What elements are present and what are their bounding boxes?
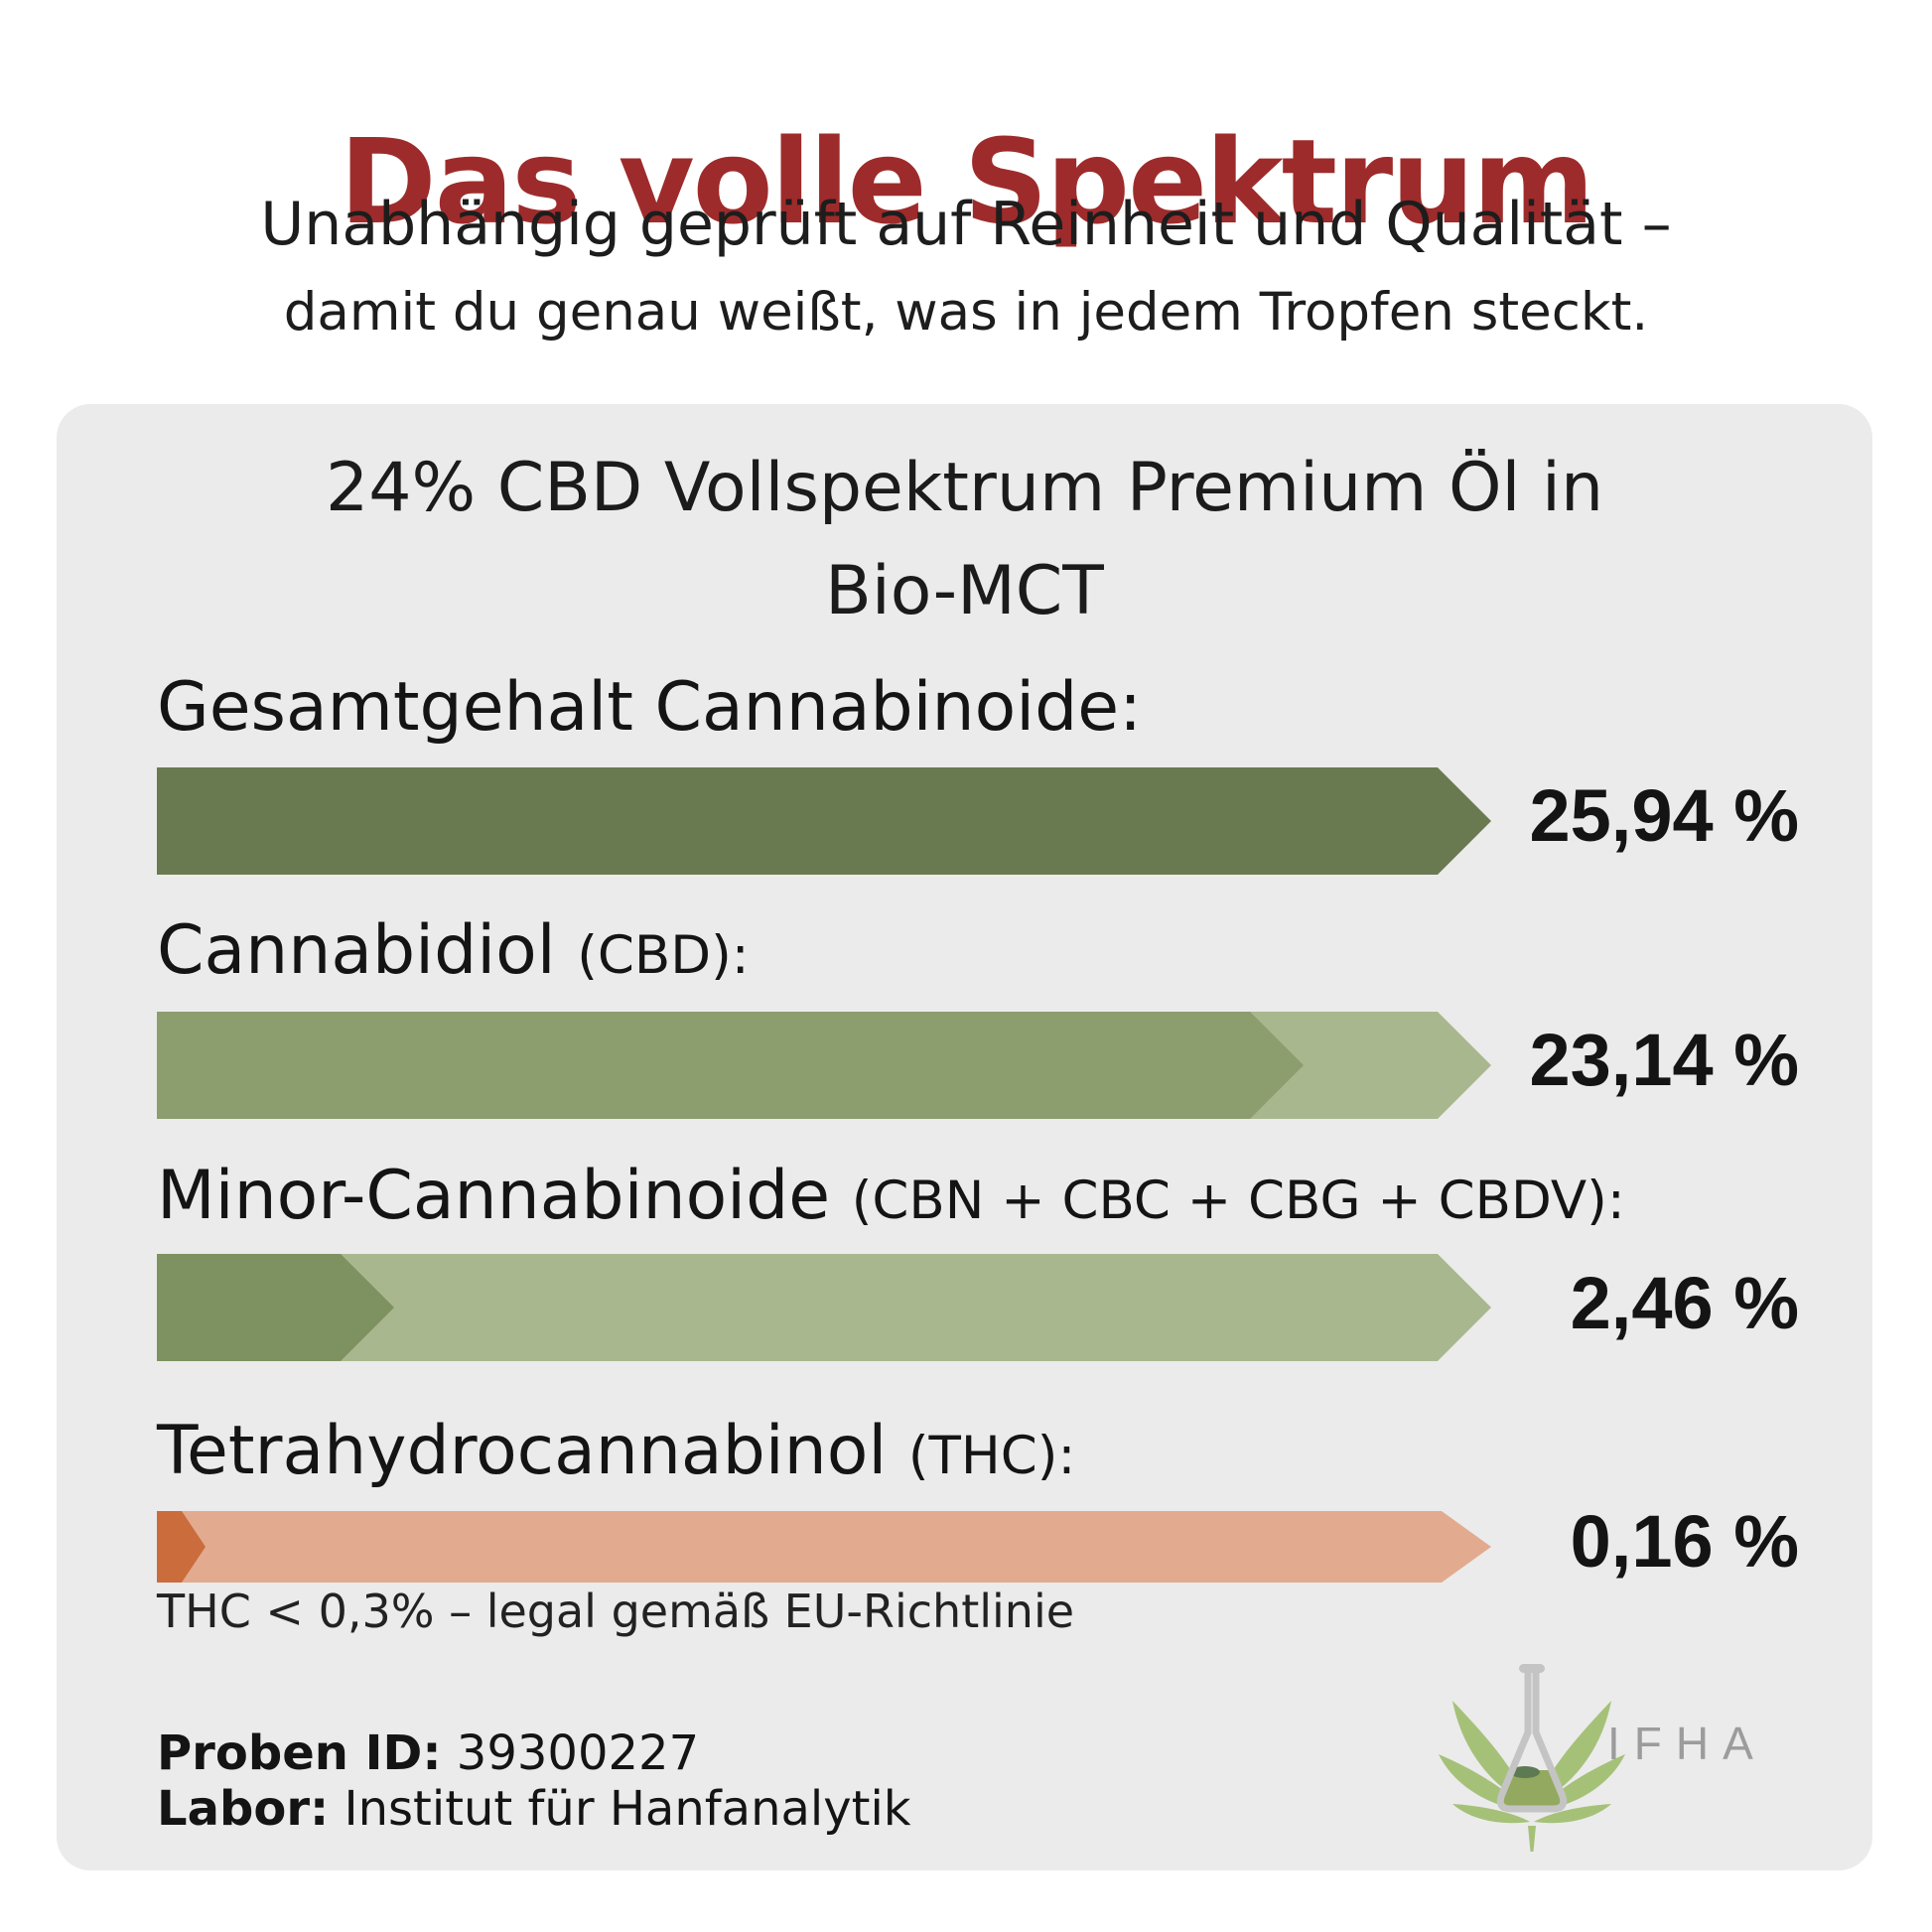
sample-id-label: Proben ID: bbox=[157, 1725, 442, 1781]
product-title-line1: 24% CBD Vollspektrum Premium Öl in bbox=[325, 449, 1604, 527]
sample-id-value: 39300227 bbox=[441, 1725, 700, 1781]
sample-id-line: Proben ID: 39300227 bbox=[157, 1729, 699, 1777]
bar-cbd-dark bbox=[157, 1012, 1304, 1119]
row-label-cbd: Cannabidiol (CBD): bbox=[157, 917, 750, 985]
row-label-main: Gesamtgehalt Cannabinoide: bbox=[157, 668, 1143, 747]
ifha-logo bbox=[1433, 1650, 1631, 1859]
row-label-sub: (CBD): bbox=[577, 925, 750, 986]
row-label-total-cannabinoids: Gesamtgehalt Cannabinoide: bbox=[157, 674, 1142, 742]
bar-minor-dark bbox=[157, 1254, 394, 1361]
page-title: Das volle Spektrum bbox=[339, 113, 1594, 251]
page-subtitle-line1: Unabhängig geprüft auf Reinheit und Qual… bbox=[260, 190, 1672, 259]
row-label-thc: Tetrahydrocannabinol (THC): bbox=[157, 1418, 1075, 1485]
row-label-main: Tetrahydrocannabinol bbox=[157, 1412, 908, 1490]
ifha-logo-text: IFHA bbox=[1607, 1718, 1767, 1769]
bar-total-cannabinoids bbox=[157, 767, 1491, 875]
value-total-cannabinoids: 25,94 % bbox=[1529, 774, 1799, 857]
lab-label: Labor: bbox=[157, 1781, 330, 1837]
value-cbd: 23,14 % bbox=[1529, 1019, 1799, 1101]
lab-analysis-card: 24% CBD Vollspektrum Premium Öl in Bio-M… bbox=[57, 404, 1872, 1870]
row-label-main: Cannabidiol bbox=[157, 911, 578, 990]
row-label-minor-cannabinoids: Minor-Cannabinoide (CBN + CBC + CBG + CB… bbox=[157, 1163, 1625, 1230]
row-label-main: Minor-Cannabinoide bbox=[157, 1157, 852, 1235]
row-label-sub: (CBN + CBC + CBG + CBDV): bbox=[851, 1171, 1625, 1231]
hemp-flask-icon bbox=[1439, 1664, 1625, 1852]
product-title-line2: Bio-MCT bbox=[825, 552, 1104, 630]
lab-line: Labor: Institut für Hanfanalytik bbox=[157, 1785, 911, 1833]
row-label-sub: (THC): bbox=[907, 1426, 1076, 1486]
bar-thc-light bbox=[157, 1511, 1491, 1583]
lab-value: Institut für Hanfanalytik bbox=[329, 1781, 911, 1837]
thc-legal-note: THC < 0,3% – legal gemäß EU-Richtlinie bbox=[157, 1585, 1075, 1638]
value-minor-cannabinoids: 2,46 % bbox=[1570, 1262, 1799, 1344]
page-subtitle-line2: damit du genau weißt, was in jedem Tropf… bbox=[283, 282, 1649, 343]
value-thc: 0,16 % bbox=[1570, 1500, 1799, 1583]
